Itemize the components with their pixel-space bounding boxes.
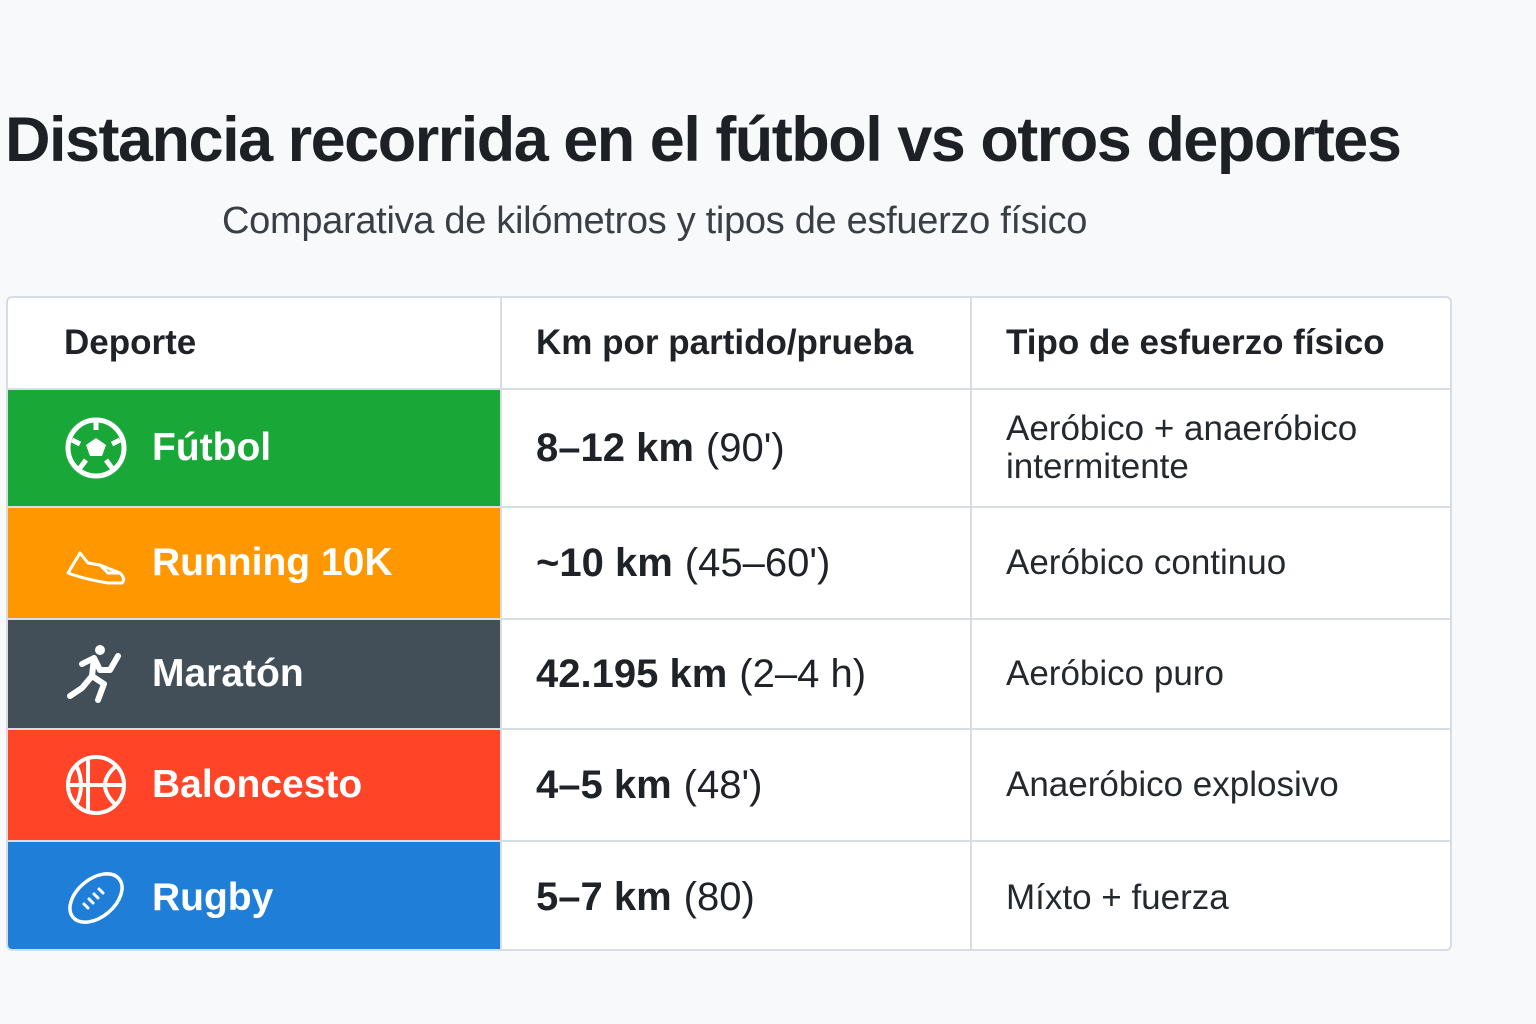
km-value: 4–5 km (536, 762, 672, 807)
sport-name: Baloncesto (152, 763, 363, 806)
km-cell: 42.195 km (2–4 h) (500, 620, 970, 728)
km-value: 42.195 km (536, 651, 728, 696)
header-km: Km por partido/prueba (500, 298, 970, 388)
page-title: Distancia recorrida en el fútbol vs otro… (5, 105, 1402, 175)
effort-cell: Aeróbico puro (970, 620, 1450, 728)
km-cell: 5–7 km (80) (500, 842, 970, 949)
rugby-ball-icon (68, 871, 124, 924)
sport-name: Fútbol (152, 426, 272, 469)
table-header: Deporte Km por partido/prueba Tipo de es… (8, 298, 1450, 390)
sport-cell: Baloncesto (8, 730, 500, 840)
effort-cell: Míxto + fuerza (970, 842, 1450, 949)
header-esfuerzo: Tipo de esfuerzo físico (970, 298, 1450, 388)
time-value: (2–4 h) (739, 651, 867, 696)
soccer-ball-icon (65, 417, 127, 479)
sport-cell: Rugby (8, 842, 500, 949)
comparison-table: Deporte Km por partido/prueba Tipo de es… (6, 296, 1452, 951)
sport-name: Rugby (152, 875, 274, 919)
header-deporte: Deporte (64, 323, 197, 362)
time-value: (80) (683, 875, 755, 919)
table-row: Fútbol 8–12 km (90') Aeróbico + anaeróbic… (8, 390, 1450, 508)
table-row: Running 10K ~10 km (45–60') Aeróbico cont… (8, 508, 1450, 620)
time-value: (45–60') (684, 540, 831, 585)
sport-name: Running 10K (152, 541, 393, 584)
effort-cell: Aeróbico continuo (970, 508, 1450, 618)
table-row: Baloncesto 4–5 km (48') Anaeróbico explos… (8, 730, 1450, 842)
runner-icon (67, 645, 121, 703)
km-value: ~10 km (536, 540, 673, 585)
km-cell: 8–12 km (90') (500, 390, 970, 506)
sport-cell: Maratón (8, 620, 500, 728)
km-value: 8–12 km (536, 425, 694, 470)
time-value: (48') (683, 762, 763, 807)
table-row: Maratón 42.195 km (2–4 h) Aeróbico puro (8, 620, 1450, 730)
page-subtitle: Comparativa de kilómetros y tipos de esf… (222, 200, 1088, 242)
running-shoe-icon (66, 551, 126, 585)
effort-cell: Anaeróbico explosivo (970, 730, 1450, 840)
basketball-icon (66, 755, 126, 815)
sport-cell: Fútbol (8, 390, 500, 506)
effort-cell: Aeróbico + anaeróbico intermitente (970, 390, 1450, 506)
km-cell: 4–5 km (48') (500, 730, 970, 840)
time-value: (90') (705, 425, 785, 470)
sport-name: Maratón (152, 652, 304, 695)
sport-cell: Running 10K (8, 508, 500, 618)
km-cell: ~10 km (45–60') (500, 508, 970, 618)
table-row: Rugby 5–7 km (80) Míxto + fuerza (8, 842, 1450, 949)
km-value: 5–7 km (536, 875, 672, 919)
